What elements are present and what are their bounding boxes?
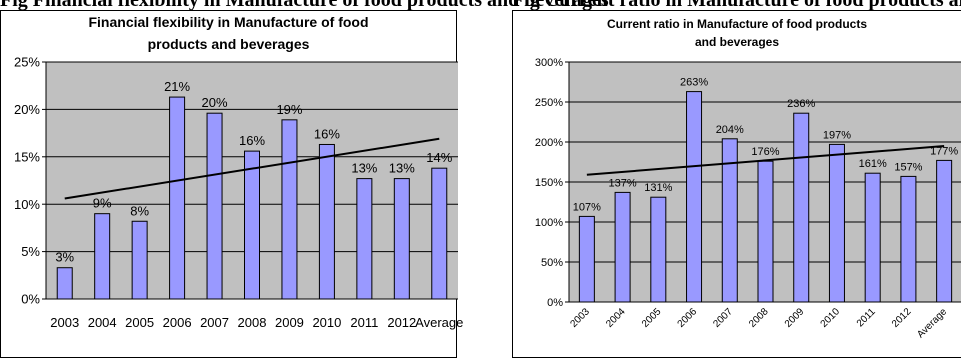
data-label: 204% — [716, 124, 744, 136]
y-tick-label: 20% — [14, 102, 40, 117]
y-tick-label: 25% — [14, 55, 40, 70]
chart-title-line-1: Current ratio in Manufacture of food pro… — [607, 17, 867, 31]
data-label: 13% — [389, 161, 415, 176]
bar — [431, 167, 448, 300]
y-tick-label: 250% — [535, 97, 563, 109]
bar — [244, 150, 260, 300]
chart-title: Current ratio in Manufacture of food pro… — [513, 15, 961, 51]
data-label: 131% — [644, 182, 672, 194]
bar — [936, 159, 953, 303]
bar — [721, 138, 738, 303]
y-tick-label: 0% — [21, 292, 40, 307]
x-tick-label: 2011 — [350, 315, 378, 330]
chart-title: Financial flexibility in Manufacture of … — [1, 11, 456, 55]
data-label: 137% — [609, 177, 637, 189]
x-tick-label: 2009 — [783, 306, 807, 330]
data-label: 3% — [55, 250, 74, 265]
data-label: 13% — [351, 161, 377, 176]
data-label: 107% — [573, 201, 601, 213]
bar — [650, 196, 667, 303]
x-tick-label: Average — [915, 306, 949, 340]
x-tick-label: 2010 — [312, 315, 341, 330]
data-label: 16% — [314, 126, 340, 141]
y-tick-label: 50% — [541, 257, 563, 269]
x-tick-label: 2007 — [200, 315, 229, 330]
bar — [614, 191, 631, 303]
bar — [757, 160, 774, 303]
financial-flexibility-plot: 0% 5% 10% 15% 20% 25% 3% 2003 9% 2004 8% 2005 21% 200… — [14, 55, 463, 330]
x-tick-label: 2008 — [238, 315, 267, 330]
bar — [686, 91, 703, 303]
bar — [56, 267, 73, 300]
x-tick-label: 2004 — [604, 306, 628, 330]
bar — [206, 112, 223, 300]
data-label: 19% — [276, 102, 302, 117]
chart-title-line-1: Financial flexibility in Manufacture of … — [88, 14, 369, 30]
y-tick-label: 0% — [547, 297, 563, 309]
data-label: 14% — [426, 150, 452, 165]
data-label: 161% — [859, 158, 887, 170]
data-label: 177% — [930, 145, 958, 157]
bar — [131, 220, 148, 300]
x-tick-label: 2003 — [50, 315, 79, 330]
x-tick-label: 2003 — [568, 306, 592, 330]
x-tick-label: Average — [415, 315, 463, 330]
data-label: 263% — [680, 77, 708, 89]
y-tick-label: 10% — [14, 197, 40, 212]
data-label: 9% — [93, 196, 112, 211]
banner-right-text: Fig Current ratio in Manufacture of food… — [512, 0, 961, 10]
data-label: 176% — [751, 146, 779, 158]
data-label: 20% — [202, 95, 228, 110]
data-label: 236% — [787, 98, 815, 110]
x-tick-label: 2005 — [125, 315, 154, 330]
chart-title-line-2: and beverages — [694, 35, 780, 49]
y-tick-label: 300% — [535, 57, 563, 69]
x-tick-label: 2004 — [88, 315, 117, 330]
y-tick-label: 5% — [21, 244, 40, 259]
data-label: 16% — [239, 133, 265, 148]
data-label: 197% — [823, 129, 851, 141]
data-label: 21% — [164, 79, 190, 94]
page-banner: Fig Financial flexibility in Manufacture… — [0, 0, 961, 10]
bar — [864, 172, 881, 303]
bar — [900, 175, 917, 303]
bar — [828, 143, 845, 303]
bar — [169, 96, 186, 300]
trend-line — [586, 145, 945, 176]
x-tick-label: 2006 — [163, 315, 192, 330]
bar — [281, 119, 298, 300]
data-label: 8% — [130, 203, 149, 218]
x-tick-label: 2005 — [640, 306, 664, 330]
x-tick-label: 2011 — [855, 306, 878, 329]
x-tick-label: 2008 — [747, 306, 771, 330]
bar — [578, 215, 595, 303]
y-tick-label: 200% — [535, 137, 563, 149]
trend-line — [64, 137, 440, 200]
x-tick-label: 2012 — [890, 306, 914, 330]
x-tick-label: 2012 — [387, 315, 416, 330]
current-ratio-chart: Current ratio in Manufacture of food pro… — [512, 10, 961, 358]
bar — [318, 143, 335, 300]
y-tick-label: 100% — [535, 217, 563, 229]
data-label: 157% — [894, 161, 922, 173]
x-tick-label: 2009 — [275, 315, 304, 330]
bar — [356, 178, 373, 300]
bar — [793, 112, 810, 303]
y-tick-label: 15% — [14, 149, 40, 164]
current-ratio-plot: 0% 50% 100% 150% 200% 250% 300% 107% 2003 137% 200… — [535, 57, 961, 340]
y-tick-label: 150% — [535, 177, 563, 189]
x-tick-label: 2010 — [819, 306, 843, 330]
bar — [393, 178, 410, 300]
x-tick-label: 2007 — [711, 306, 735, 330]
banner-left-text: Fig Financial flexibility in Manufacture… — [0, 0, 609, 10]
financial-flexibility-chart: Financial flexibility in Manufacture of … — [0, 10, 463, 358]
chart-title-line-2: products and beverages — [147, 36, 310, 52]
bar — [94, 213, 111, 300]
x-tick-label: 2006 — [676, 306, 700, 330]
